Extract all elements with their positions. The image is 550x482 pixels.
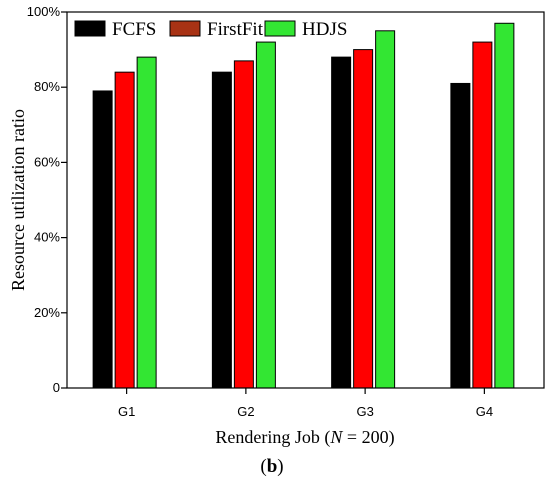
y-tick-label: 100% bbox=[27, 4, 61, 19]
panel-label: (b) bbox=[260, 456, 283, 477]
bar-firstfit-g4 bbox=[472, 41, 493, 389]
x-axis-label-variable: N bbox=[329, 427, 343, 447]
y-axis: 0 20% 40% 60% 80% 100% bbox=[27, 4, 67, 395]
legend-label-hdjs: HDJS bbox=[302, 19, 347, 40]
bars-group bbox=[92, 22, 515, 389]
x-tick-label: G3 bbox=[356, 404, 373, 419]
legend-label-firstfit: FirstFit bbox=[207, 19, 264, 40]
x-axis-label-prefix: Rendering Job ( bbox=[215, 427, 330, 448]
legend-label-fcfs: FCFS bbox=[112, 19, 156, 40]
x-tick-label: G2 bbox=[237, 404, 254, 419]
legend: FCFS FirstFit HDJS bbox=[74, 19, 347, 40]
x-tick-label: G1 bbox=[118, 404, 135, 419]
y-tick-label: 40% bbox=[34, 230, 60, 245]
plot-frame bbox=[66, 11, 545, 389]
bar-fcfs-g2 bbox=[211, 71, 232, 389]
bar-fcfs-g1 bbox=[92, 90, 113, 389]
legend-swatch-hdjs bbox=[264, 20, 296, 37]
x-tick-label: G4 bbox=[476, 404, 493, 419]
legend-swatch-firstfit bbox=[169, 20, 201, 37]
bar-hdjs-g3 bbox=[375, 30, 396, 389]
bar-fcfs-g3 bbox=[331, 56, 352, 389]
bar-hdjs-g2 bbox=[255, 41, 276, 389]
y-tick-label: 20% bbox=[34, 305, 60, 320]
bar-firstfit-g1 bbox=[114, 71, 135, 389]
y-tick-label: 60% bbox=[34, 154, 60, 169]
y-axis-label: Resource utilization ratio bbox=[8, 109, 28, 291]
bar-hdjs-g4 bbox=[494, 22, 515, 389]
bar-firstfit-g3 bbox=[353, 49, 374, 389]
y-tick-label: 0 bbox=[53, 380, 60, 395]
bar-firstfit-g2 bbox=[233, 60, 254, 389]
x-axis-label-suffix: = 200) bbox=[342, 427, 394, 448]
x-axis: G1 G2 G3 G4 bbox=[118, 388, 493, 419]
bar-hdjs-g1 bbox=[136, 56, 157, 389]
y-tick-label: 80% bbox=[34, 79, 60, 94]
bar-fcfs-g4 bbox=[450, 82, 471, 389]
panel-label-letter: b bbox=[267, 456, 278, 477]
x-axis-label: Rendering Job (N = 200) bbox=[215, 427, 394, 448]
legend-swatch-fcfs bbox=[74, 20, 106, 37]
